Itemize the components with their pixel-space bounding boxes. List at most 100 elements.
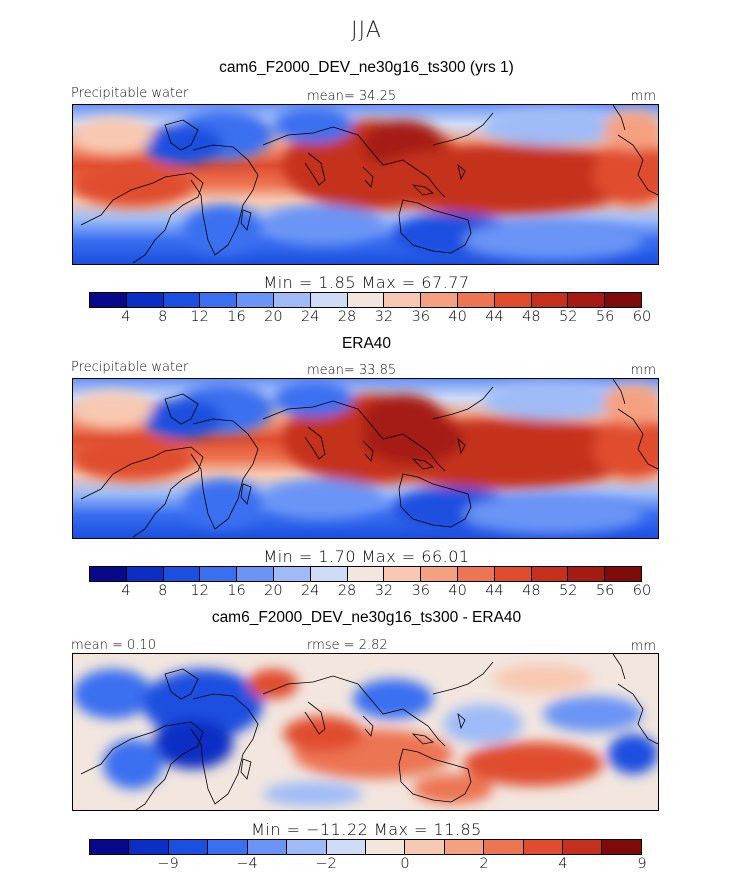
colorbar-tick-label: 4 — [121, 583, 131, 599]
colorbar-swatch — [200, 293, 238, 307]
panel1-map — [72, 104, 659, 265]
colorbar-swatch — [126, 293, 164, 307]
colorbar-swatch — [163, 567, 201, 581]
colorbar-swatch — [605, 293, 641, 307]
colorbar-swatch — [129, 840, 169, 854]
colorbar-tick-label: 44 — [485, 583, 504, 599]
colorbar-swatch — [421, 293, 458, 307]
colorbar-swatch — [494, 293, 532, 307]
colorbar-tick-label: 52 — [559, 309, 578, 325]
colorbar-swatch — [347, 293, 385, 307]
colorbar-tick-label: 44 — [485, 309, 504, 325]
colorbar-tick-label: 16 — [227, 583, 246, 599]
colorbar-tick-label: 12 — [190, 309, 209, 325]
panel3-rmse-label: rmse = 2.82 — [307, 638, 388, 653]
colorbar-tick-label: 4 — [121, 309, 131, 325]
colorbar-swatch — [457, 567, 495, 581]
colorbar-tick-label: 60 — [632, 309, 652, 325]
colorbar-tick-label: 20 — [264, 309, 283, 325]
colorbar-tick-label: 8 — [158, 583, 168, 599]
colorbar-swatch — [484, 840, 524, 854]
colorbar-swatch — [287, 840, 327, 854]
figure-season-title: JJA — [351, 18, 382, 43]
colorbar-swatch — [568, 293, 606, 307]
colorbar-tick-label: 32 — [374, 583, 394, 599]
colorbar-tick-label: 36 — [411, 309, 431, 325]
colorbar-swatch — [310, 567, 348, 581]
panel1-colorbar — [89, 292, 642, 308]
panel3-colorbar — [89, 839, 642, 855]
colorbar-swatch — [347, 567, 385, 581]
panel3-minmax: Min = −11.22 Max = 11.85 — [251, 820, 482, 839]
colorbar-swatch — [384, 567, 422, 581]
colorbar-tick-label: 48 — [522, 583, 541, 599]
panel2-minmax: Min = 1.70 Max = 66.01 — [263, 547, 470, 566]
colorbar-tick-label: 12 — [190, 583, 209, 599]
colorbar-tick-label: 56 — [595, 309, 615, 325]
colorbar-swatch — [523, 840, 564, 854]
panel1-minmax: Min = 1.85 Max = 67.77 — [263, 273, 470, 292]
panel1-mean-label: mean= 34.25 — [307, 89, 397, 104]
colorbar-tick-label: −2 — [315, 856, 337, 872]
colorbar-swatch — [273, 567, 311, 581]
panel3-mean-label: mean = 0.10 — [71, 638, 156, 653]
panel1-title: cam6_F2000_DEV_ne30g16_ts300 (yrs 1) — [219, 59, 514, 76]
colorbar-tick-label: 36 — [411, 583, 431, 599]
panel2-title: ERA40 — [341, 335, 392, 352]
colorbar-swatch — [237, 293, 274, 307]
colorbar-swatch — [273, 293, 311, 307]
colorbar-swatch — [90, 840, 130, 854]
colorbar-swatch — [384, 293, 422, 307]
panel1-variable-label: Precipitable water — [71, 86, 189, 101]
colorbar-tick-label: 52 — [559, 583, 578, 599]
colorbar-tick-label: 4 — [558, 856, 568, 872]
colorbar-tick-label: 48 — [522, 309, 541, 325]
colorbar-tick-label: −9 — [157, 856, 179, 872]
colorbar-swatch — [126, 567, 164, 581]
colorbar-tick-label: 20 — [264, 583, 283, 599]
panel3-title: cam6_F2000_DEV_ne30g16_ts300 - ERA40 — [211, 609, 522, 626]
colorbar-tick-label: 56 — [595, 583, 615, 599]
colorbar-tick-label: 40 — [448, 309, 467, 325]
colorbar-swatch — [405, 840, 445, 854]
colorbar-tick-label: 0 — [400, 856, 410, 872]
colorbar-tick-label: 40 — [448, 583, 467, 599]
colorbar-tick-label: 24 — [300, 309, 320, 325]
panel2-colorbar — [89, 566, 642, 582]
colorbar-tick-label: 28 — [337, 309, 357, 325]
colorbar-tick-label: 28 — [337, 583, 357, 599]
panel2-map — [72, 378, 659, 539]
colorbar-swatch — [237, 567, 274, 581]
colorbar-swatch — [326, 840, 366, 854]
colorbar-swatch — [602, 840, 641, 854]
colorbar-swatch — [494, 567, 532, 581]
colorbar-swatch — [208, 840, 248, 854]
colorbar-tick-label: 16 — [227, 309, 246, 325]
colorbar-swatch — [247, 840, 288, 854]
colorbar-tick-label: −4 — [236, 856, 258, 872]
panel3-map — [72, 653, 659, 811]
colorbar-swatch — [531, 567, 569, 581]
colorbar-tick-label: 32 — [374, 309, 394, 325]
panel3-units-label: mm — [630, 639, 656, 654]
colorbar-swatch — [200, 567, 238, 581]
panel2-units-label: mm — [630, 363, 656, 378]
colorbar-swatch — [310, 293, 348, 307]
colorbar-swatch — [421, 567, 458, 581]
colorbar-swatch — [563, 840, 603, 854]
panel1-units-label: mm — [630, 89, 656, 104]
colorbar-swatch — [168, 840, 209, 854]
colorbar-tick-label: 24 — [300, 583, 320, 599]
colorbar-tick-label: 60 — [632, 583, 652, 599]
panel2-variable-label: Precipitable water — [71, 360, 189, 375]
colorbar-swatch — [457, 293, 495, 307]
colorbar-tick-label: 2 — [479, 856, 489, 872]
panel2-mean-label: mean= 33.85 — [307, 363, 397, 378]
colorbar-tick-label: 8 — [158, 309, 168, 325]
colorbar-swatch — [163, 293, 201, 307]
colorbar-swatch — [605, 567, 641, 581]
colorbar-swatch — [365, 840, 406, 854]
colorbar-swatch — [568, 567, 606, 581]
colorbar-swatch — [531, 293, 569, 307]
colorbar-swatch — [444, 840, 485, 854]
